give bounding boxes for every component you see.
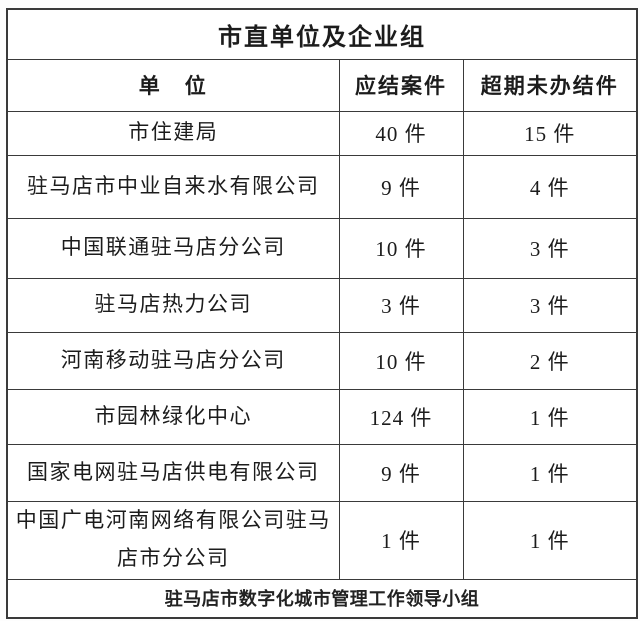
due-cases-cell: 1 件 xyxy=(338,500,464,580)
due-cases-cell: 9 件 xyxy=(338,443,464,502)
overdue-cases-cell: 1 件 xyxy=(462,388,638,445)
due-cases-cell: 9 件 xyxy=(338,154,464,219)
column-header-overdue-cases: 超期未办结件 xyxy=(462,58,638,112)
unit-cell: 驻马店市中业自来水有限公司 xyxy=(6,154,340,219)
unit-cell: 市园林绿化中心 xyxy=(6,388,340,445)
due-cases-cell: 10 件 xyxy=(338,217,464,279)
title-row: 市直单位及企业组 xyxy=(6,8,638,60)
unit-cell: 中国联通驻马店分公司 xyxy=(6,217,340,279)
overdue-cases-cell: 2 件 xyxy=(462,331,638,390)
table-row: 市园林绿化中心 124 件 1 件 xyxy=(6,388,638,445)
overdue-cases-cell: 3 件 xyxy=(462,217,638,279)
due-cases-cell: 10 件 xyxy=(338,331,464,390)
header-row: 单 位 应结案件 超期未办结件 xyxy=(6,58,638,112)
overdue-cases-cell: 1 件 xyxy=(462,500,638,580)
table-row: 中国广电河南网络有限公司驻马店市分公司 1 件 1 件 xyxy=(6,500,638,580)
overdue-cases-cell: 4 件 xyxy=(462,154,638,219)
table-title: 市直单位及企业组 xyxy=(6,8,638,60)
unit-cell: 驻马店热力公司 xyxy=(6,277,340,333)
unit-cell: 市住建局 xyxy=(6,110,340,156)
table-footer-signature: 驻马店市数字化城市管理工作领导小组 xyxy=(6,578,638,619)
footer-row: 驻马店市数字化城市管理工作领导小组 xyxy=(6,578,638,619)
column-header-due-cases: 应结案件 xyxy=(338,58,464,112)
overdue-cases-cell: 3 件 xyxy=(462,277,638,333)
unit-cell: 河南移动驻马店分公司 xyxy=(6,331,340,390)
table-row: 驻马店市中业自来水有限公司 9 件 4 件 xyxy=(6,154,638,219)
due-cases-cell: 3 件 xyxy=(338,277,464,333)
table-row: 中国联通驻马店分公司 10 件 3 件 xyxy=(6,217,638,279)
unit-cell: 中国广电河南网络有限公司驻马店市分公司 xyxy=(6,500,340,580)
table-row: 驻马店热力公司 3 件 3 件 xyxy=(6,277,638,333)
table-row: 国家电网驻马店供电有限公司 9 件 1 件 xyxy=(6,443,638,502)
column-header-unit: 单 位 xyxy=(6,58,340,112)
table-row: 市住建局 40 件 15 件 xyxy=(6,110,638,156)
due-cases-cell: 40 件 xyxy=(338,110,464,156)
overdue-cases-cell: 1 件 xyxy=(462,443,638,502)
overdue-cases-cell: 15 件 xyxy=(462,110,638,156)
unit-cell: 国家电网驻马店供电有限公司 xyxy=(6,443,340,502)
due-cases-cell: 124 件 xyxy=(338,388,464,445)
report-table: 市直单位及企业组 单 位 应结案件 超期未办结件 市住建局 40 件 15 件 … xyxy=(6,8,639,619)
table-row: 河南移动驻马店分公司 10 件 2 件 xyxy=(6,331,638,390)
